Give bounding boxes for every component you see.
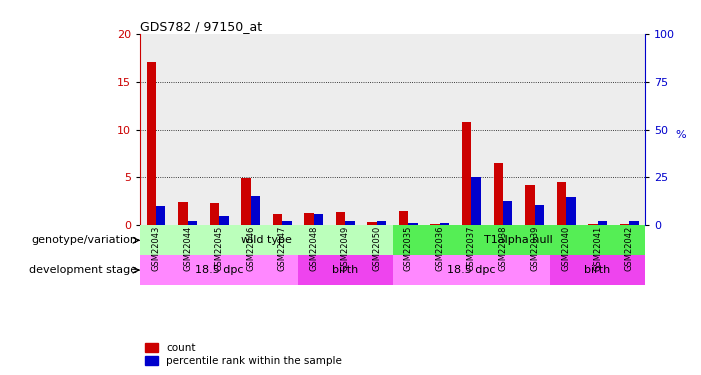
Bar [329, 34, 361, 225]
Bar [525, 185, 535, 225]
Bar [393, 255, 550, 285]
Legend: count, percentile rank within the sample: count, percentile rank within the sample [145, 343, 342, 366]
Bar [273, 214, 283, 225]
Text: GSM22047: GSM22047 [278, 225, 287, 271]
Text: GSM22050: GSM22050 [372, 225, 381, 271]
Bar [336, 212, 346, 225]
Bar [535, 205, 544, 225]
Bar [219, 216, 229, 225]
Bar [178, 202, 188, 225]
Bar [393, 225, 645, 255]
Text: 18.5 dpc: 18.5 dpc [447, 265, 496, 275]
Text: wild type: wild type [241, 235, 292, 245]
Bar [210, 203, 219, 225]
Bar [613, 34, 645, 225]
Bar [140, 34, 172, 225]
Bar [519, 34, 550, 225]
Text: GSM22046: GSM22046 [246, 225, 255, 271]
Text: T1alpha null: T1alpha null [484, 235, 553, 245]
Text: development stage: development stage [29, 265, 137, 275]
Text: GSM22036: GSM22036 [435, 225, 444, 271]
Text: GSM22039: GSM22039 [530, 225, 539, 271]
Bar [430, 224, 440, 225]
Bar [140, 255, 298, 285]
Bar [620, 224, 629, 225]
Text: GSM22041: GSM22041 [593, 225, 602, 271]
Bar [494, 163, 503, 225]
Bar [550, 255, 645, 285]
Bar [503, 201, 512, 225]
Text: GSM22038: GSM22038 [498, 225, 508, 271]
Text: GSM22042: GSM22042 [625, 225, 634, 271]
Text: GSM22045: GSM22045 [215, 225, 224, 271]
Bar [251, 196, 260, 225]
Bar [156, 206, 165, 225]
Text: GDS782 / 97150_at: GDS782 / 97150_at [140, 20, 262, 33]
Bar [172, 34, 203, 225]
Bar [566, 196, 576, 225]
Bar [462, 122, 471, 225]
Bar [188, 220, 197, 225]
Text: GSM22048: GSM22048 [309, 225, 318, 271]
Bar [346, 220, 355, 225]
Bar [298, 34, 329, 225]
Bar [283, 220, 292, 225]
Bar [314, 214, 323, 225]
Bar [304, 213, 314, 225]
Text: birth: birth [585, 265, 611, 275]
Bar [361, 34, 393, 225]
Bar [597, 220, 607, 225]
Bar [235, 34, 266, 225]
Bar [550, 34, 582, 225]
Bar [241, 178, 251, 225]
Y-axis label: %: % [675, 130, 686, 140]
Bar [440, 222, 449, 225]
Bar [408, 222, 418, 225]
Bar [588, 224, 597, 225]
Bar [266, 34, 298, 225]
Bar [147, 63, 156, 225]
Bar [393, 34, 424, 225]
Bar [367, 222, 377, 225]
Bar [629, 220, 639, 225]
Text: GSM22049: GSM22049 [341, 225, 350, 271]
Bar [557, 182, 566, 225]
Bar [582, 34, 613, 225]
Bar [399, 211, 408, 225]
Bar [203, 34, 235, 225]
Text: genotype/variation: genotype/variation [31, 235, 137, 245]
Text: 18.5 dpc: 18.5 dpc [195, 265, 243, 275]
Bar [377, 220, 386, 225]
Bar [140, 225, 393, 255]
Text: birth: birth [332, 265, 358, 275]
Bar [456, 34, 487, 225]
Bar [298, 255, 393, 285]
Text: GSM22040: GSM22040 [562, 225, 571, 271]
Bar [471, 177, 481, 225]
Text: GSM22044: GSM22044 [183, 225, 192, 271]
Bar [487, 34, 519, 225]
Bar [424, 34, 456, 225]
Text: GSM22037: GSM22037 [467, 225, 476, 271]
Text: GSM22035: GSM22035 [404, 225, 413, 271]
Text: GSM22043: GSM22043 [151, 225, 161, 271]
